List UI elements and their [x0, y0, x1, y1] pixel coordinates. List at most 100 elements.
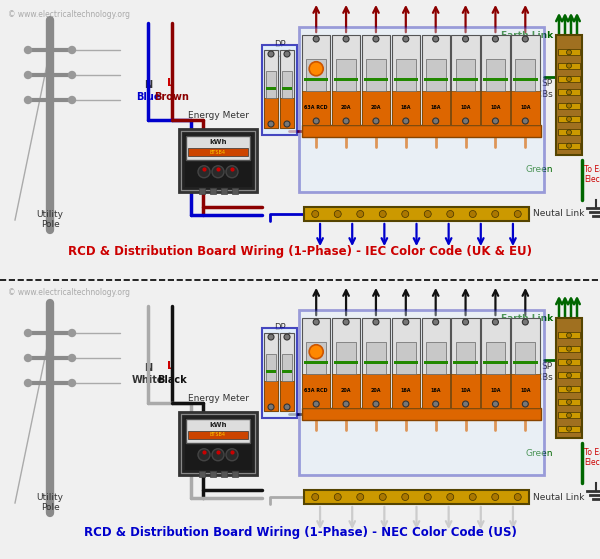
- Circle shape: [68, 72, 76, 78]
- Bar: [264, 98, 278, 128]
- Circle shape: [313, 401, 319, 407]
- Circle shape: [212, 166, 224, 178]
- Circle shape: [447, 494, 454, 500]
- Bar: [266, 370, 276, 373]
- Bar: [221, 471, 227, 476]
- Bar: [232, 471, 238, 476]
- Bar: [426, 342, 446, 374]
- Circle shape: [566, 373, 571, 378]
- Bar: [515, 342, 535, 374]
- Text: BTSB4: BTSB4: [210, 149, 226, 154]
- Bar: [282, 354, 292, 381]
- Bar: [483, 78, 508, 82]
- Bar: [558, 89, 580, 96]
- Bar: [558, 333, 580, 338]
- Circle shape: [402, 211, 409, 217]
- Circle shape: [357, 211, 364, 217]
- Circle shape: [403, 36, 409, 42]
- Bar: [455, 59, 475, 91]
- Bar: [454, 361, 478, 364]
- Circle shape: [343, 36, 349, 42]
- Bar: [179, 129, 257, 192]
- Text: 10A: 10A: [490, 106, 500, 110]
- Bar: [421, 91, 450, 125]
- Circle shape: [313, 36, 319, 42]
- Circle shape: [493, 401, 499, 407]
- Circle shape: [493, 118, 499, 124]
- Circle shape: [566, 103, 571, 108]
- Bar: [558, 359, 580, 365]
- Circle shape: [68, 329, 76, 337]
- Bar: [302, 408, 541, 420]
- Bar: [306, 59, 326, 91]
- Bar: [556, 35, 582, 155]
- Circle shape: [493, 319, 499, 325]
- Circle shape: [334, 211, 341, 217]
- Bar: [558, 413, 580, 418]
- Circle shape: [68, 354, 76, 362]
- Text: L: L: [167, 78, 173, 88]
- Bar: [451, 374, 480, 408]
- Bar: [392, 374, 420, 408]
- Circle shape: [566, 400, 571, 405]
- Circle shape: [566, 333, 571, 338]
- Text: © www.electricaltechnology.org: © www.electricaltechnology.org: [8, 10, 130, 19]
- Bar: [299, 310, 544, 475]
- Text: SP
MCBs: SP MCBs: [528, 79, 553, 99]
- Text: 10A: 10A: [460, 389, 471, 394]
- Bar: [392, 35, 420, 125]
- Text: To Earth
Electrode: To Earth Electrode: [584, 165, 600, 184]
- Bar: [454, 78, 478, 82]
- Circle shape: [268, 404, 274, 410]
- Text: Black: Black: [157, 375, 187, 385]
- Circle shape: [284, 334, 290, 340]
- Bar: [511, 318, 539, 408]
- Circle shape: [379, 494, 386, 500]
- Bar: [424, 78, 448, 82]
- Bar: [266, 87, 276, 90]
- Text: N: N: [144, 363, 152, 373]
- Bar: [332, 318, 360, 408]
- Bar: [362, 318, 390, 408]
- Text: 10A: 10A: [520, 106, 530, 110]
- Bar: [558, 345, 580, 352]
- Circle shape: [566, 77, 571, 82]
- Bar: [302, 374, 331, 408]
- Bar: [558, 425, 580, 432]
- Bar: [332, 91, 360, 125]
- Bar: [396, 342, 416, 374]
- Text: 16A: 16A: [430, 389, 441, 394]
- Bar: [183, 132, 253, 187]
- Bar: [264, 50, 278, 128]
- Bar: [485, 59, 505, 91]
- Text: 20A: 20A: [341, 106, 352, 110]
- Circle shape: [566, 63, 571, 68]
- Text: 10A: 10A: [460, 106, 471, 110]
- Bar: [304, 207, 529, 221]
- Text: 63A RCD: 63A RCD: [304, 106, 328, 110]
- Bar: [451, 91, 480, 125]
- Circle shape: [566, 130, 571, 135]
- Circle shape: [379, 211, 386, 217]
- Bar: [485, 342, 505, 374]
- Bar: [362, 91, 390, 125]
- Circle shape: [463, 118, 469, 124]
- Circle shape: [357, 494, 364, 500]
- Bar: [421, 35, 450, 125]
- Circle shape: [373, 319, 379, 325]
- Text: 10A: 10A: [520, 389, 530, 394]
- Circle shape: [523, 401, 529, 407]
- Circle shape: [492, 494, 499, 500]
- Bar: [558, 143, 580, 149]
- Circle shape: [566, 50, 571, 55]
- Bar: [280, 333, 294, 411]
- Text: Utility
Pole: Utility Pole: [37, 493, 64, 513]
- Bar: [304, 490, 529, 504]
- Circle shape: [566, 359, 571, 364]
- Bar: [556, 318, 582, 438]
- Circle shape: [268, 334, 274, 340]
- Text: Utility
Pole: Utility Pole: [37, 210, 64, 229]
- Circle shape: [402, 494, 409, 500]
- Circle shape: [309, 61, 323, 76]
- Bar: [302, 125, 541, 137]
